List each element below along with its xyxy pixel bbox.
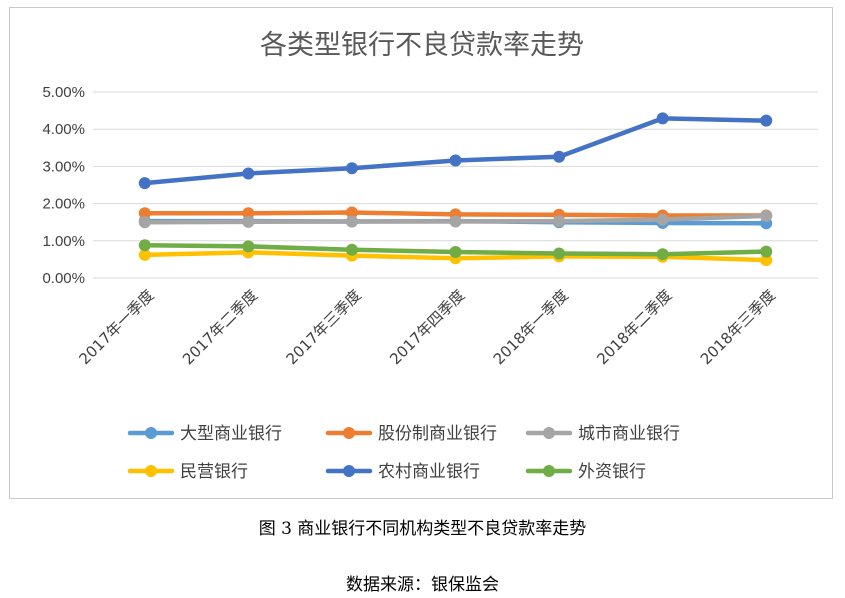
legend-label: 城市商业银行 bbox=[578, 424, 680, 444]
x-tick-label: 2018年一季度 bbox=[490, 286, 572, 368]
legend-label: 股份制商业银行 bbox=[378, 424, 497, 444]
data-point bbox=[345, 243, 358, 256]
data-point bbox=[449, 215, 462, 228]
chart-frame: 各类型银行不良贷款率走势 0.00% 1.00% 2.00% 3.00% 4.00% 5.… bbox=[9, 7, 833, 499]
gridlines bbox=[93, 91, 818, 279]
series-lines bbox=[138, 112, 773, 267]
figure-caption: 图 3 商业银行不同机构类型不良贷款率走势 bbox=[258, 519, 587, 539]
legend-item: 外资银行 bbox=[525, 462, 646, 482]
legend-swatch-marker bbox=[543, 427, 555, 439]
legend-item: 农村商业银行 bbox=[325, 462, 480, 482]
y-axis-tick-labels: 0.00% 1.00% 2.00% 3.00% 4.00% 5.00% bbox=[42, 84, 85, 287]
series-外资银行 bbox=[138, 239, 773, 261]
data-point bbox=[345, 162, 358, 175]
chart-title: 各类型银行不良贷款率走势 bbox=[260, 30, 584, 61]
legend-swatch-marker bbox=[343, 427, 355, 439]
x-tick-label: 2017年四季度 bbox=[386, 286, 468, 368]
data-point bbox=[760, 254, 773, 267]
data-point bbox=[138, 248, 151, 261]
legend-swatch-marker bbox=[543, 465, 555, 477]
y-tick-label: 0.00% bbox=[42, 270, 85, 287]
data-point bbox=[553, 150, 566, 163]
data-point bbox=[553, 215, 566, 228]
data-point bbox=[242, 167, 255, 180]
legend-swatch-marker bbox=[343, 465, 355, 477]
series-农村商业银行 bbox=[138, 112, 773, 190]
legend-label: 民营银行 bbox=[180, 462, 248, 482]
x-tick-label: 2017年一季度 bbox=[75, 286, 157, 368]
series-line bbox=[142, 116, 769, 186]
data-point bbox=[760, 209, 773, 222]
data-point bbox=[656, 213, 669, 226]
data-point bbox=[656, 112, 669, 125]
y-tick-label: 5.00% bbox=[42, 84, 85, 101]
data-point bbox=[449, 245, 462, 258]
data-point bbox=[242, 215, 255, 228]
data-point bbox=[760, 245, 773, 258]
data-point bbox=[656, 248, 669, 261]
series-城市商业银行 bbox=[138, 209, 773, 229]
data-point bbox=[345, 215, 358, 228]
data-point bbox=[553, 247, 566, 260]
x-tick-label: 2017年三季度 bbox=[283, 286, 365, 368]
legend-swatch-marker bbox=[145, 427, 157, 439]
legend-item: 股份制商业银行 bbox=[325, 424, 497, 444]
x-tick-label: 2018年二季度 bbox=[593, 286, 675, 368]
line-chart: 各类型银行不良贷款率走势 0.00% 1.00% 2.00% 3.00% 4.00% 5.… bbox=[42, 30, 818, 482]
y-tick-label: 2.00% bbox=[42, 196, 85, 213]
x-tick-label: 2017年二季度 bbox=[179, 286, 261, 368]
data-point bbox=[138, 216, 151, 229]
data-point bbox=[449, 154, 462, 167]
y-tick-label: 1.00% bbox=[42, 233, 85, 250]
data-point bbox=[242, 207, 255, 220]
legend-label: 农村商业银行 bbox=[378, 462, 480, 482]
y-tick-label: 4.00% bbox=[42, 121, 85, 138]
x-axis-tick-labels: 2017年一季度 2017年二季度 2017年三季度 2017年四季度 2018年一季度… bbox=[75, 286, 779, 368]
data-source: 数据来源：银保监会 bbox=[346, 575, 499, 595]
data-point bbox=[138, 177, 151, 190]
data-point bbox=[138, 207, 151, 220]
legend-label: 外资银行 bbox=[578, 462, 646, 482]
legend-item: 大型商业银行 bbox=[127, 424, 282, 444]
x-tick-label: 2018年三季度 bbox=[697, 286, 779, 368]
data-point bbox=[760, 114, 773, 127]
legend-item: 城市商业银行 bbox=[525, 424, 680, 444]
data-point bbox=[138, 239, 151, 252]
legend-label: 大型商业银行 bbox=[180, 424, 282, 444]
legend-item: 民营银行 bbox=[127, 462, 248, 482]
data-point bbox=[345, 206, 358, 219]
y-tick-label: 3.00% bbox=[42, 158, 85, 175]
legend-swatch-marker bbox=[145, 465, 157, 477]
data-point bbox=[242, 240, 255, 253]
